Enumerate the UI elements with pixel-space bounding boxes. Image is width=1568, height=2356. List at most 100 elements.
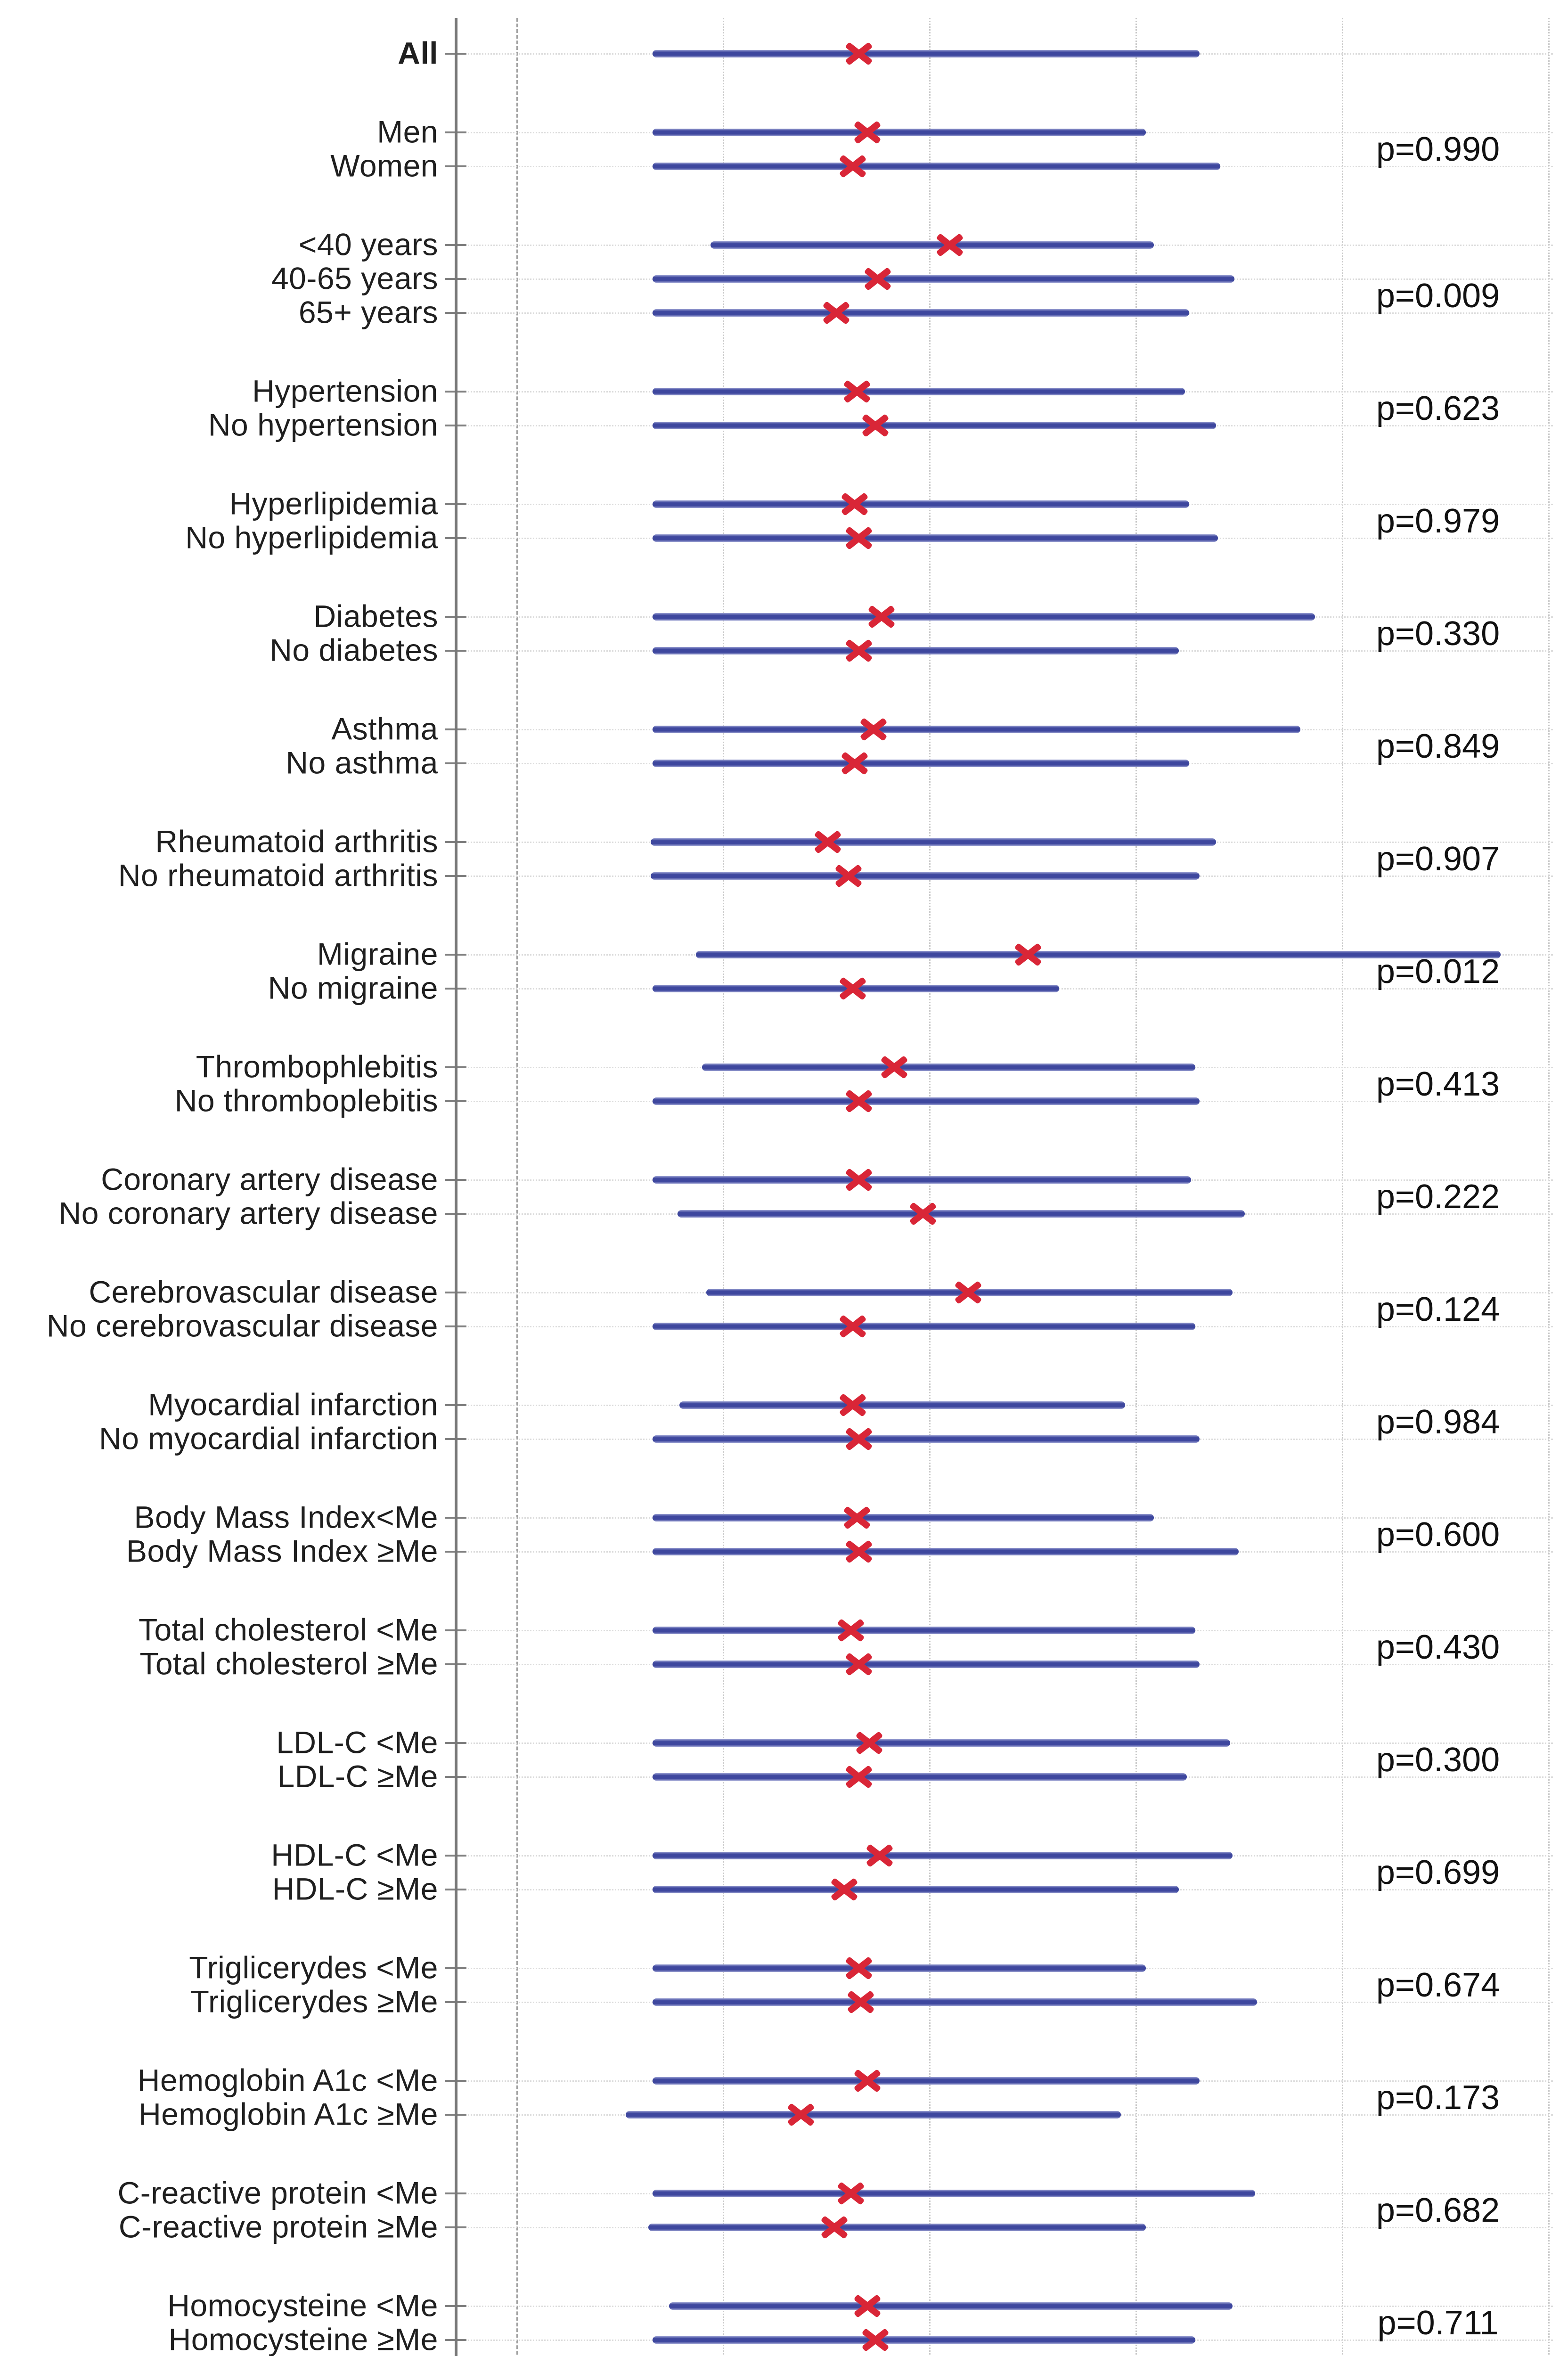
iqr-range-line [653,1176,1192,1184]
median-x-marker [836,1615,866,1645]
row-label: C-reactive protein ≥Me [118,2209,438,2244]
p-value-label: p=0.012 [1376,953,1500,990]
iqr-range-line [653,760,1189,767]
iqr-range-line [653,613,1315,621]
iqr-range-line [653,129,1146,136]
iqr-range-line [653,275,1235,283]
row-label: Hemoglobin A1c ≥Me [139,2096,438,2132]
median-x-marker [852,2066,882,2096]
median-x-marker [860,2325,890,2355]
row-label: Coronary artery disease [101,1162,438,1197]
row-label: Men [377,114,438,149]
iqr-range-line [653,647,1179,654]
row-label: 65+ years [298,294,438,330]
p-value-label: p=0.682 [1376,2192,1500,2229]
iqr-range-line [679,1401,1126,1409]
median-x-marker [844,1649,874,1679]
row-label: No myocardial infarction [99,1421,438,1456]
iqr-range-line [653,1739,1231,1747]
median-x-marker [813,827,843,857]
median-x-marker [842,1503,872,1533]
p-value-label: p=0.430 [1376,1628,1500,1666]
row-label: LDL-C ≥Me [277,1759,438,1794]
median-x-marker [838,973,868,1004]
row-label: No rheumatoid arthritis [118,858,438,893]
median-x-marker [852,2291,882,2321]
median-x-marker [838,151,868,181]
row-label: Homocysteine ≥Me [168,2322,438,2356]
p-value-label: p=0.330 [1376,615,1500,653]
median-x-marker [819,2212,849,2242]
p-value-label: p=0.699 [1376,1854,1500,1891]
row-label: No migraine [268,970,438,1006]
iqr-range-line [653,309,1189,317]
iqr-range-line [702,1063,1195,1071]
row-label: Hyperlipidemia [229,486,438,521]
median-x-marker [860,410,890,441]
vertical-gridline [1135,18,1137,2356]
median-x-marker [858,714,889,744]
p-value-label: p=0.222 [1376,1178,1500,1216]
row-label: Cerebrovascular disease [89,1274,438,1309]
row-label: No thromboplebitis [174,1083,438,1118]
row-label: <40 years [298,227,438,262]
row-label: LDL-C <Me [276,1725,438,1760]
row-label: No coronary artery disease [58,1195,438,1231]
median-x-marker [840,748,870,778]
row-label: C-reactive protein <Me [117,2175,438,2210]
median-x-marker [833,861,864,891]
row-label: Asthma [331,711,438,746]
median-x-marker [844,636,874,666]
iqr-range-line [650,872,1200,880]
row-label: Hemoglobin A1c <Me [137,2062,438,2098]
row-label: Myocardial infarction [148,1387,438,1422]
median-x-marker [838,1390,868,1420]
p-value-label: p=0.711 [1377,2304,1499,2342]
iqr-range-line [696,951,1501,958]
row-label: No cerebrovascular disease [46,1308,438,1343]
iqr-range-line [653,1964,1146,1972]
iqr-range-line [677,1210,1245,1218]
median-x-marker [844,523,874,553]
vertical-gridline [929,18,931,2356]
median-x-marker [840,489,870,519]
median-x-marker [865,1841,895,1871]
median-x-marker [1013,940,1043,970]
median-x-marker [836,2178,866,2209]
row-label: No asthma [286,745,438,780]
row-label: Body Mass Index<Me [134,1499,438,1535]
median-x-marker [844,1762,874,1792]
row-label: Rheumatoid arthritis [155,824,438,859]
median-x-marker [842,376,872,407]
median-x-marker [844,1165,874,1195]
p-value-label: p=0.413 [1376,1065,1500,1103]
p-value-label: p=0.979 [1376,502,1500,540]
zero-gridline [516,18,518,2356]
iqr-range-line [653,2077,1200,2085]
median-x-marker [846,1987,876,2017]
iqr-range-line [710,241,1154,249]
y-axis-line [455,18,457,2356]
iqr-range-line [653,726,1301,733]
iqr-range-line [653,1661,1200,1668]
row-label: Migraine [317,936,438,972]
vertical-gridline [1548,18,1550,2356]
iqr-range-line [669,2302,1233,2310]
row-label: HDL-C ≥Me [272,1871,438,1906]
row-label: Total cholesterol ≥Me [139,1646,438,1681]
iqr-range-line [648,2224,1146,2231]
iqr-range-line [653,422,1216,429]
median-x-marker [953,1277,983,1308]
iqr-range-line [653,1548,1239,1555]
median-x-marker [844,1424,874,1454]
p-value-label: p=0.173 [1376,2079,1500,2117]
row-label: Triglicerydes ≥Me [190,1984,438,2019]
median-x-marker [844,39,874,69]
vertical-gridline [1342,18,1343,2356]
iqr-range-line [653,163,1220,170]
p-value-label: p=0.124 [1376,1291,1500,1328]
row-label: Women [330,148,438,183]
iqr-range-line [653,1514,1154,1522]
median-x-marker [844,1953,874,1983]
